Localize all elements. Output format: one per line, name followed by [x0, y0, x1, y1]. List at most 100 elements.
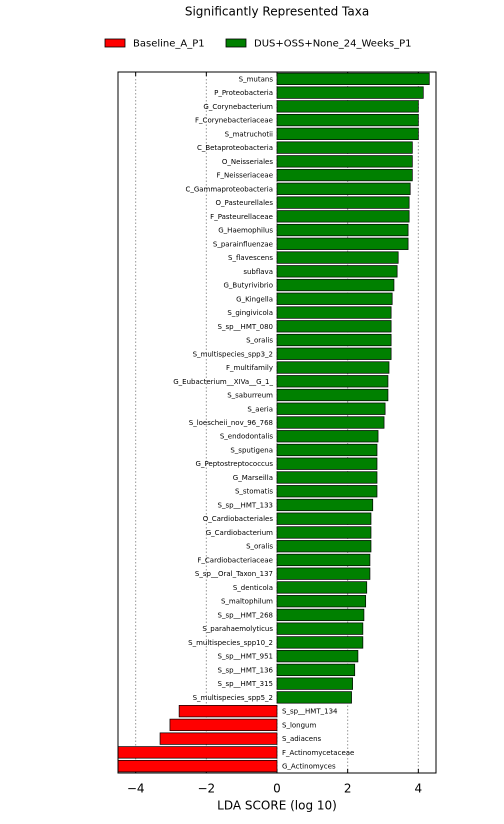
bar	[276, 86, 424, 99]
category-label: S_sp__HMT_315	[218, 680, 273, 688]
category-label: S_endodontalis	[220, 433, 273, 441]
legend-label: Baseline_A_P1	[133, 39, 205, 50]
bar	[276, 141, 413, 154]
category-label: subflava	[243, 268, 273, 276]
category-label: S_sputigena	[230, 446, 273, 454]
bar	[276, 388, 389, 402]
category-label: P_Proteobacteria	[214, 89, 273, 97]
bar	[276, 485, 378, 498]
bar	[276, 498, 374, 512]
bar	[276, 402, 386, 415]
bar	[276, 471, 378, 484]
bar	[276, 155, 413, 168]
category-label: F_Pasteurellaceae	[210, 213, 273, 221]
bar	[276, 265, 398, 278]
bar	[276, 650, 359, 663]
bar	[276, 333, 392, 347]
bar	[276, 416, 385, 429]
bar	[276, 375, 389, 388]
bar	[276, 663, 356, 677]
bar	[276, 595, 367, 608]
bar	[117, 746, 278, 759]
category-label: S_aeria	[247, 405, 273, 413]
bar	[276, 127, 419, 140]
legend-label: DUS+OSS+None_24_Weeks_P1	[254, 39, 412, 50]
category-label: G_Corynebacterium	[203, 103, 273, 111]
bar	[276, 443, 378, 457]
bar	[276, 361, 390, 374]
category-label: S_multispecies_spp5_2	[193, 694, 273, 702]
category-label: S_parainfluenzae	[213, 240, 273, 248]
bar	[276, 72, 430, 85]
category-label: F_Corynebacteriaceae	[195, 117, 273, 125]
bar	[276, 306, 392, 319]
bar	[276, 430, 379, 443]
bar	[178, 705, 278, 718]
category-label: S_denticola	[233, 584, 273, 592]
category-label: G_Marseilla	[233, 474, 273, 482]
category-label: G_Cardiobacterium	[206, 529, 273, 537]
category-label: S_multispecies_spp10_2	[188, 639, 273, 647]
category-label: G_Haemophilus	[218, 227, 273, 235]
category-label: S_oralis	[246, 337, 273, 345]
category-label: S_oralis	[246, 543, 273, 551]
bar	[159, 732, 278, 745]
bar	[276, 100, 419, 113]
bar	[276, 553, 371, 567]
legend-swatch	[104, 38, 126, 48]
bar	[276, 210, 410, 223]
category-label: C_Gammaproteobacteria	[185, 185, 273, 193]
x-tick-label: 2	[344, 782, 352, 796]
category-label: S_sp__HMT_268	[218, 611, 273, 619]
bar	[276, 677, 353, 690]
category-label: S_longum	[282, 721, 316, 729]
category-label: G_Butyrivibrio	[223, 282, 273, 290]
chart-title: Significantly Represented Taxa	[185, 5, 369, 19]
category-label: S_stomatis	[235, 488, 273, 496]
category-label: G_Peptostreptococcus	[196, 460, 274, 468]
bar	[276, 278, 395, 292]
bar	[276, 168, 413, 182]
category-label: S_parahaemolyticus	[202, 625, 273, 633]
category-label: S_multispecies_spp3_2	[193, 350, 273, 358]
category-label: S_flavescens	[228, 254, 273, 262]
x-tick-label: −4	[127, 782, 145, 796]
bar	[276, 347, 392, 360]
bar	[276, 182, 411, 195]
category-label: S_gingivicola	[227, 309, 273, 317]
x-axis-label: LDA SCORE (log 10)	[217, 799, 337, 813]
category-label: S_mutans	[239, 75, 274, 83]
bar	[276, 196, 410, 209]
category-label: F_Cardiobacteriaceae	[197, 556, 273, 564]
x-tick-label: −2	[197, 782, 215, 796]
x-tick-label: 0	[273, 782, 281, 796]
category-label: S_matruchotii	[225, 130, 273, 138]
category-label: S_adiacens	[282, 735, 322, 743]
bar	[276, 457, 378, 470]
bar	[117, 760, 278, 773]
category-label: S_sp__HMT_951	[218, 653, 273, 661]
category-label: S_sp__Oral_Taxon_137	[195, 570, 273, 578]
category-label: S_maltophilum	[221, 598, 273, 606]
bar	[276, 223, 409, 237]
bar	[276, 636, 364, 649]
bar	[276, 622, 364, 635]
bar	[276, 292, 393, 305]
bar	[276, 113, 419, 127]
bar	[276, 540, 372, 553]
category-label: F_Neisseriaceae	[217, 172, 273, 180]
bar	[169, 718, 278, 732]
category-label: G_Actinomyces	[282, 763, 336, 771]
bar	[276, 581, 368, 594]
bar	[276, 320, 392, 333]
category-label: S_sp__HMT_080	[218, 323, 273, 331]
category-label: O_Cardiobacteriales	[203, 515, 274, 523]
category-label: S_sp__HMT_134	[282, 708, 338, 716]
category-label: F_multifamily	[226, 364, 273, 372]
bar	[276, 608, 365, 622]
bar	[276, 237, 409, 250]
x-tick-label: 4	[415, 782, 423, 796]
category-label: C_Betaproteobacteria	[197, 144, 273, 152]
category-label: O_Neisseriales	[222, 158, 273, 166]
